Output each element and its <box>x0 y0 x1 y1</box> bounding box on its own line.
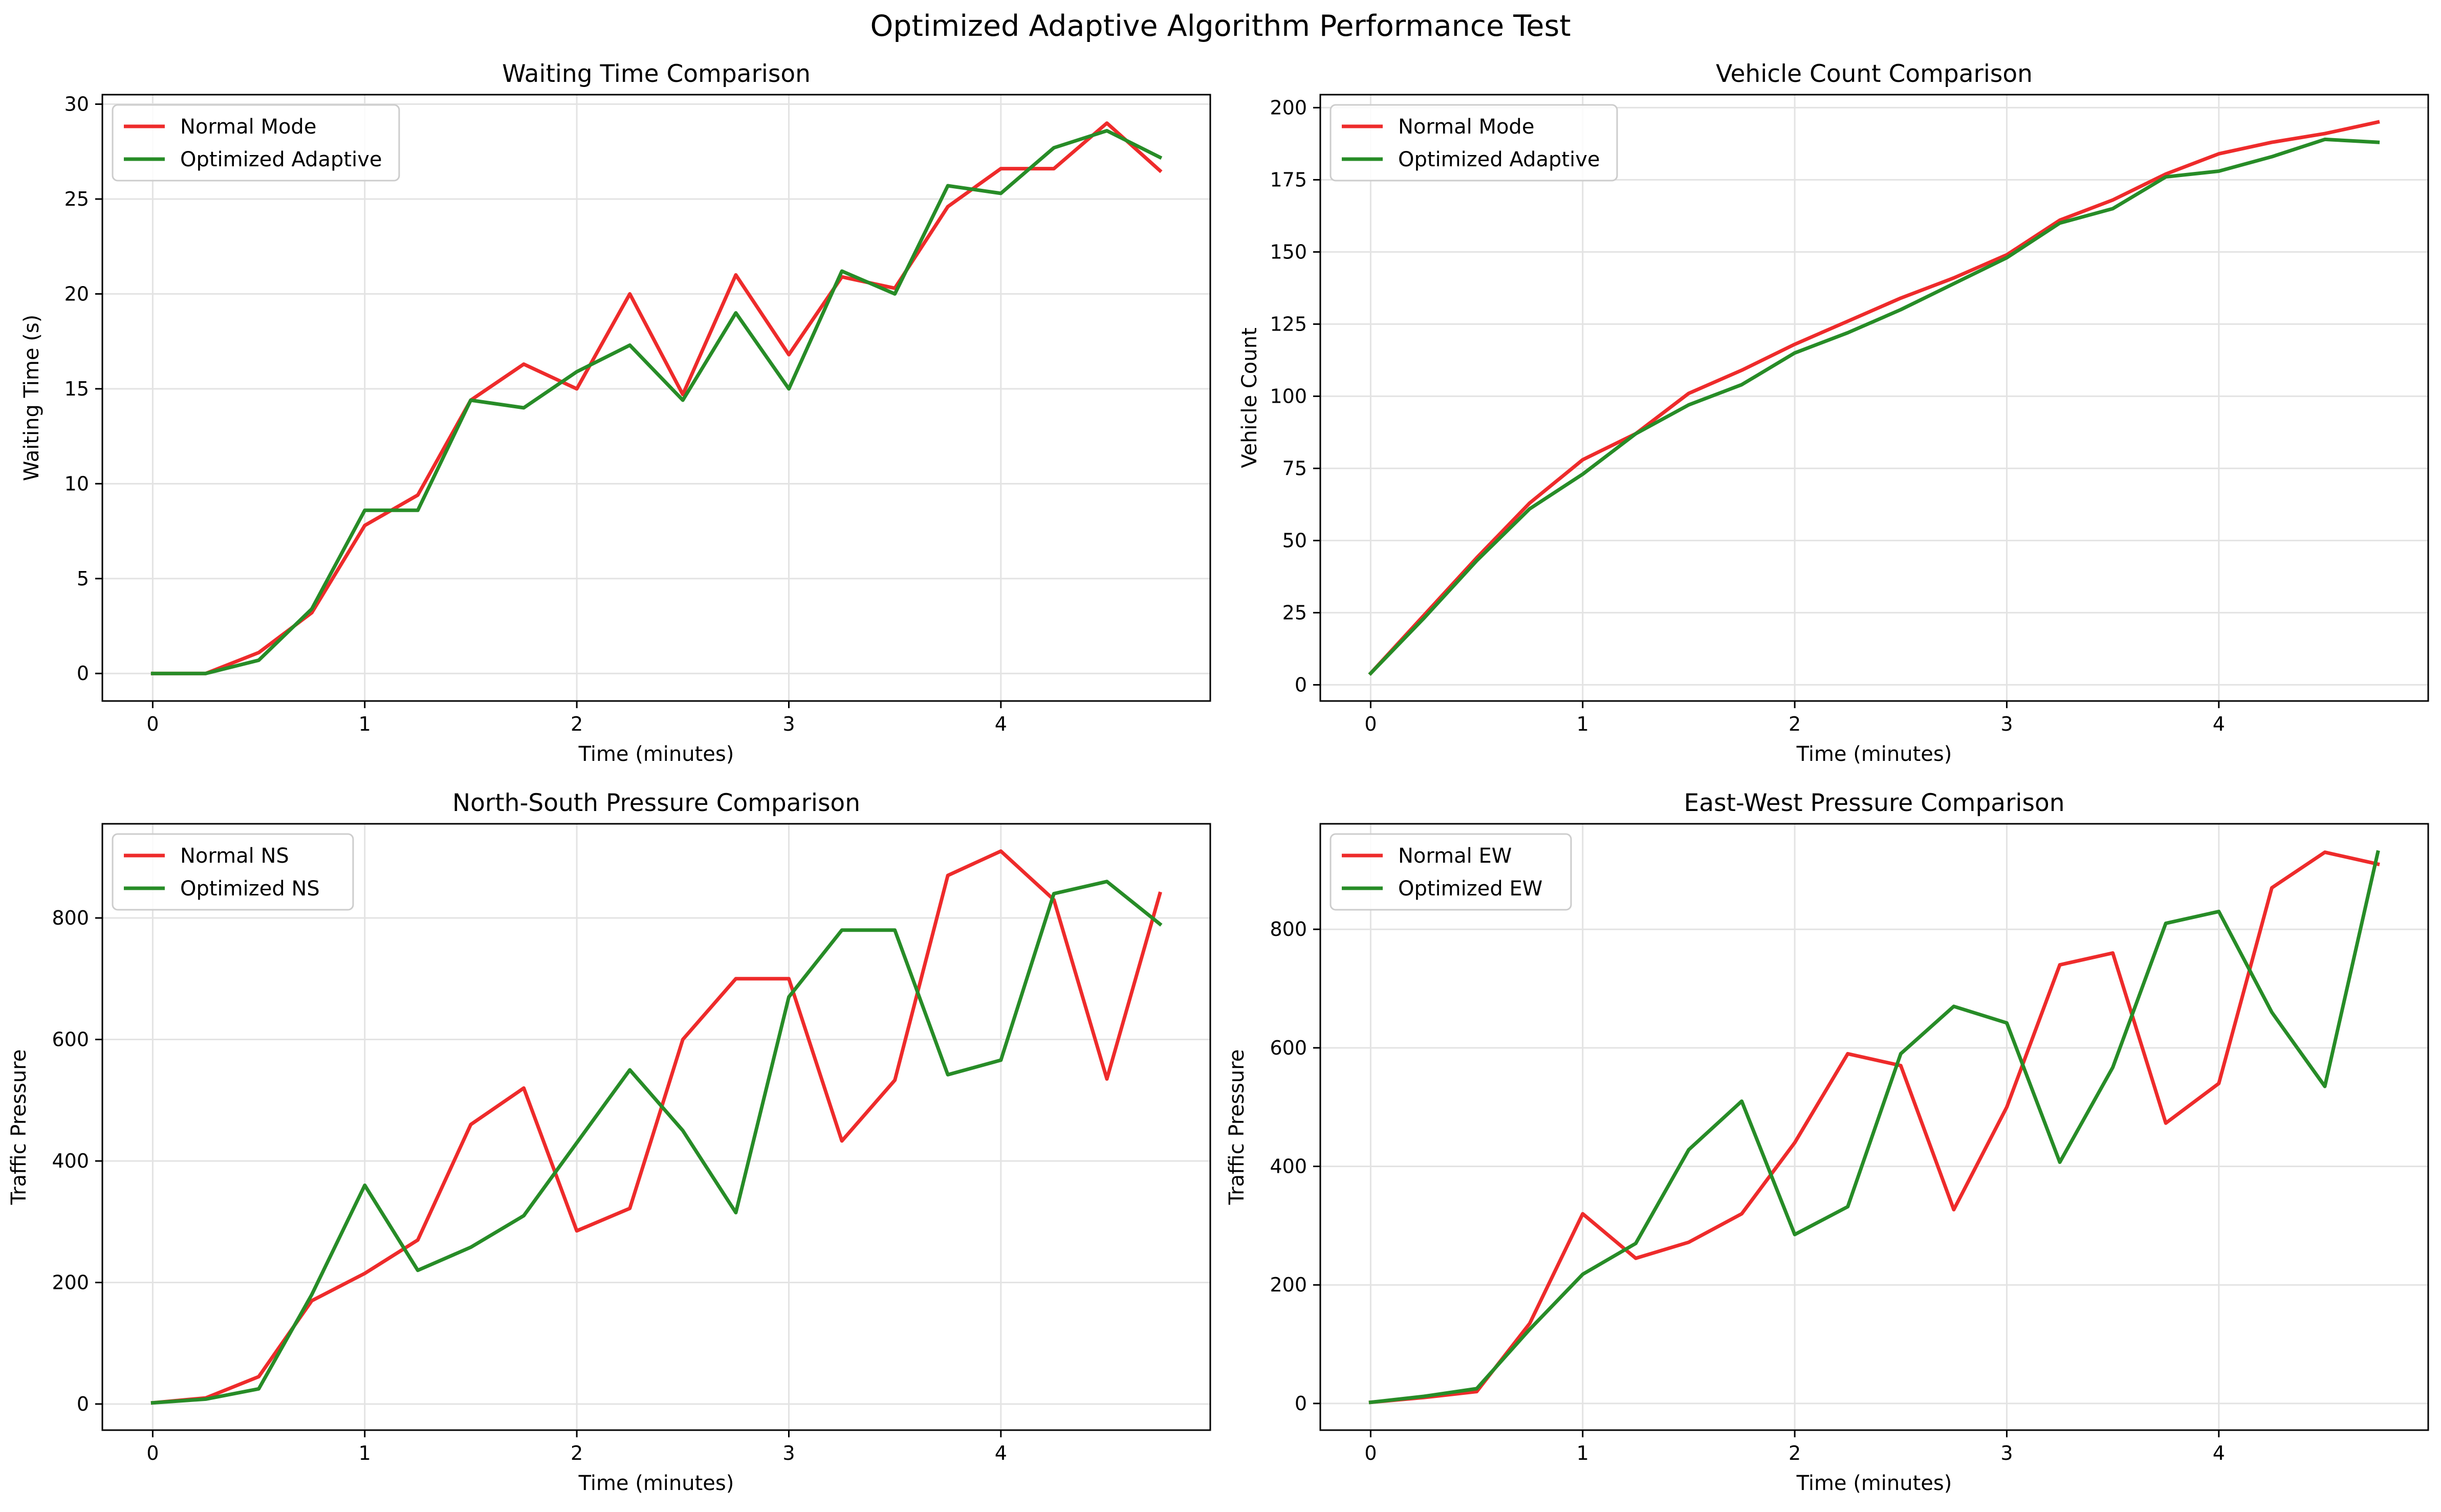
subplot-title: North-South Pressure Comparison <box>452 789 860 817</box>
gridlines <box>102 824 1210 1430</box>
x-tick-label: 2 <box>1789 1442 1801 1464</box>
x-tick-label: 0 <box>1364 713 1377 735</box>
legend: Normal Mode Optimized Adaptive <box>1330 104 1618 182</box>
y-tick-label: 200 <box>1270 1274 1307 1296</box>
legend-box <box>112 833 354 911</box>
y-tick-label: 800 <box>1270 918 1307 940</box>
legend-box <box>1330 833 1572 911</box>
y-tick-label: 25 <box>1282 601 1307 624</box>
x-tick-label: 2 <box>1789 713 1801 735</box>
x-tick-label: 1 <box>359 713 371 735</box>
subplot-4: 0 1 2 3 4 0 200 400 600 800 East-West Pressure Com… <box>1225 789 2429 1495</box>
y-tick-label: 0 <box>77 1393 89 1415</box>
x-tick-label: 3 <box>2000 713 2013 735</box>
subplot-title: Waiting Time Comparison <box>502 60 811 88</box>
y-tick-label: 100 <box>1270 385 1307 407</box>
legend-label: Optimized Adaptive <box>1398 148 1600 171</box>
y-tick-label: 5 <box>77 567 89 590</box>
legend: Normal EW Optimized EW <box>1330 833 1572 911</box>
x-tick-label: 1 <box>359 1442 371 1464</box>
x-tick-label: 4 <box>995 713 1007 735</box>
y-tick-label: 125 <box>1270 313 1307 335</box>
legend-box <box>1330 104 1618 182</box>
series-line-normal-mode <box>1368 120 2380 676</box>
y-tick-label: 175 <box>1270 168 1307 191</box>
x-tick-label: 0 <box>146 1442 159 1464</box>
gridlines <box>102 95 1210 701</box>
subplot-2: 0 1 2 3 4 0 25 50 75 100 125 150 175 200 Vehicle Count… <box>1238 60 2429 766</box>
x-tick-label: 2 <box>571 1442 583 1464</box>
y-tick-label: 200 <box>52 1271 89 1294</box>
y-tick-label: 800 <box>52 907 89 929</box>
y-tick-label: 0 <box>1295 673 1307 696</box>
axes-frame <box>1319 823 2429 1431</box>
legend-label: Normal EW <box>1398 844 1512 868</box>
x-tick-label: 1 <box>1577 1442 1589 1464</box>
y-tick-label: 400 <box>1270 1155 1307 1178</box>
y-tick-label: 75 <box>1282 457 1307 479</box>
x-axis-label: Time (minutes) <box>578 1472 734 1495</box>
x-tick-label: 0 <box>1364 1442 1377 1464</box>
x-tick-label: 1 <box>1577 713 1589 735</box>
y-tick-label: 400 <box>52 1150 89 1172</box>
subplot-title: Vehicle Count Comparison <box>1716 60 2033 88</box>
y-tick-label: 200 <box>1270 96 1307 119</box>
legend-label: Normal NS <box>180 844 289 868</box>
legend-label: Optimized EW <box>1398 877 1542 901</box>
x-axis-label: Time (minutes) <box>1796 1472 1952 1495</box>
series-line-normal-ew <box>1368 850 2380 1405</box>
y-axis-label: Traffic Pressure <box>1225 1049 1249 1206</box>
legend: Normal Mode Optimized Adaptive <box>112 104 400 182</box>
series-line-optimized-adaptive <box>150 129 1163 675</box>
y-tick-label: 10 <box>64 472 89 495</box>
legend-label: Optimized Adaptive <box>180 148 382 171</box>
y-tick-label: 30 <box>64 93 89 116</box>
y-axis-label: Traffic Pressure <box>7 1049 31 1206</box>
x-tick-label: 4 <box>2213 1442 2225 1464</box>
x-tick-label: 4 <box>995 1442 1007 1464</box>
x-axis-label: Time (minutes) <box>578 742 734 766</box>
y-axis-label: Waiting Time (s) <box>20 315 43 481</box>
x-tick-label: 0 <box>146 713 159 735</box>
y-tick-label: 0 <box>1295 1392 1307 1415</box>
gridlines <box>1320 95 2428 701</box>
series-line-optimized-ns <box>150 880 1163 1405</box>
axes-frame <box>1319 94 2429 702</box>
gridlines <box>1320 824 2428 1430</box>
y-tick-label: 600 <box>52 1028 89 1051</box>
subplot-3: 0 1 2 3 4 0 200 400 600 800 North-South Pressure C… <box>7 789 1211 1495</box>
subplot-title: East-West Pressure Comparison <box>1684 789 2065 817</box>
y-tick-label: 15 <box>64 378 89 400</box>
y-tick-label: 20 <box>64 282 89 305</box>
y-tick-label: 25 <box>64 188 89 210</box>
series-line-optimized-adaptive <box>1368 137 2380 676</box>
x-tick-label: 2 <box>571 713 583 735</box>
y-tick-label: 150 <box>1270 240 1307 263</box>
x-tick-label: 3 <box>2000 1442 2013 1464</box>
axes-frame <box>101 823 1211 1431</box>
axes-frame <box>101 94 1211 702</box>
legend: Normal NS Optimized NS <box>112 833 354 911</box>
legend-box <box>112 104 400 182</box>
subplot-1: 0 1 2 3 4 0 5 10 15 20 25 30 Waiting Time Comparison… <box>20 60 1211 766</box>
series-line-optimized-ew <box>1368 850 2380 1405</box>
y-axis-label: Vehicle Count <box>1238 327 1261 468</box>
x-tick-label: 4 <box>2213 713 2225 735</box>
series-line-normal-mode <box>150 121 1163 675</box>
series-line-normal-ns <box>150 849 1162 1405</box>
x-tick-label: 3 <box>782 713 795 735</box>
y-tick-label: 0 <box>77 662 89 685</box>
x-tick-label: 3 <box>782 1442 795 1464</box>
x-axis-label: Time (minutes) <box>1796 742 1952 766</box>
figure-title: Optimized Adaptive Algorithm Performance… <box>870 9 1571 43</box>
y-tick-label: 50 <box>1282 529 1307 552</box>
y-tick-label: 600 <box>1270 1037 1307 1059</box>
legend-label: Optimized NS <box>180 877 320 901</box>
legend-label: Normal Mode <box>1398 115 1534 139</box>
legend-label: Normal Mode <box>180 115 316 139</box>
